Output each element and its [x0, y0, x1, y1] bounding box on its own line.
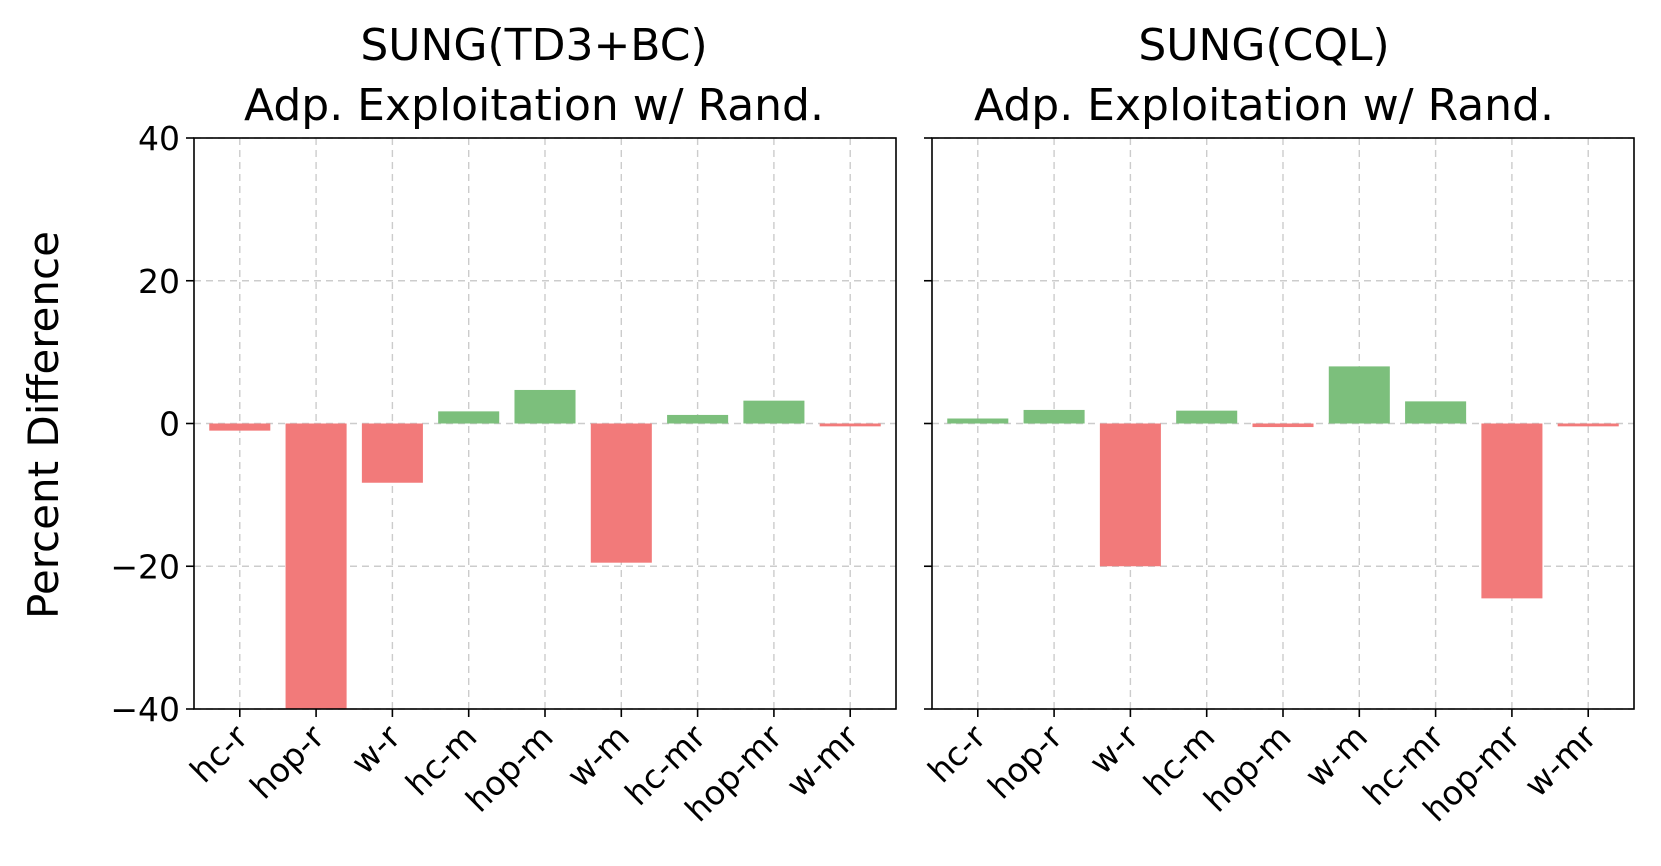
bar-w-m [1328, 366, 1390, 424]
chart-panel-cql: SUNG(CQL) Adp. Exploitation w/ Rand. hc-… [920, 20, 1635, 829]
chart-title-line2: Adp. Exploitation w/ Rand. [974, 80, 1554, 131]
bar-hc-r [209, 423, 271, 431]
x-tick-label: hop-r [242, 717, 332, 807]
x-tick-label: w-mr [778, 717, 866, 805]
x-tick-label: w-mr [1516, 717, 1604, 805]
y-tick-label: 40 [138, 119, 180, 158]
x-tick-label: hop-m [1196, 717, 1299, 820]
bar-w-mr [819, 423, 881, 427]
y-tick-label: −20 [110, 547, 180, 586]
bar-hop-mr [1481, 423, 1543, 599]
bar-hc-m [1176, 410, 1238, 424]
bar-w-r [361, 423, 423, 483]
y-axis-label: Percent Difference [19, 231, 68, 619]
bar-hop-m [514, 389, 576, 424]
bar-w-mr [1557, 423, 1619, 427]
bar-hop-r [285, 423, 347, 709]
bar-hc-mr [667, 414, 729, 424]
bar-hop-m [1252, 423, 1314, 428]
x-tick-label: w-r [343, 717, 408, 782]
bar-hop-r [1023, 409, 1085, 424]
chart-title-line1: SUNG(CQL) [1138, 20, 1389, 71]
bar-hop-mr [743, 400, 805, 424]
y-tick-label: −40 [110, 690, 180, 729]
bar-w-r [1099, 423, 1161, 567]
chart-title-line2: Adp. Exploitation w/ Rand. [244, 80, 824, 131]
y-tick-label: 20 [138, 262, 180, 301]
bar-hc-m [438, 411, 500, 424]
y-tick-label: 0 [159, 405, 180, 444]
bar-hc-mr [1405, 401, 1467, 424]
bar-w-m [590, 423, 652, 563]
bar-hc-r [947, 418, 1009, 424]
chart-panel-td3bc: SUNG(TD3+BC) Adp. Exploitation w/ Rand. … [110, 20, 897, 829]
chart-title-line1: SUNG(TD3+BC) [360, 20, 707, 71]
x-tick-label: w-r [1081, 717, 1146, 782]
x-tick-label: hop-r [980, 717, 1070, 807]
x-tick-label: hop-m [458, 717, 561, 820]
